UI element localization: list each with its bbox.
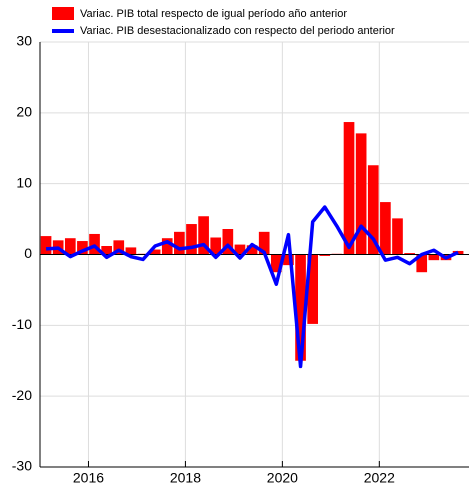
bar xyxy=(113,240,125,255)
bar xyxy=(355,133,367,255)
bar xyxy=(101,246,112,255)
bar xyxy=(246,245,258,255)
y-tick-label: -30 xyxy=(12,458,32,474)
bar xyxy=(295,254,306,361)
bar xyxy=(198,216,209,255)
bar xyxy=(64,238,76,255)
legend-swatch-bar xyxy=(52,7,74,20)
x-tick-label: 2018 xyxy=(170,470,201,486)
bar xyxy=(307,254,319,324)
bar xyxy=(186,224,197,255)
bar xyxy=(161,238,173,255)
y-tick-label: -10 xyxy=(12,316,32,332)
bar xyxy=(392,218,403,255)
bar xyxy=(258,231,270,255)
x-tick-label: 2020 xyxy=(267,470,298,486)
legend: Variac. PIB total respecto de igual perí… xyxy=(52,7,395,37)
bar xyxy=(125,247,137,255)
bar xyxy=(149,249,161,255)
legend-label: Variac. PIB total respecto de igual perí… xyxy=(80,8,347,20)
bar xyxy=(367,165,379,255)
line xyxy=(45,205,459,369)
bar xyxy=(428,254,440,261)
y-tick-label: 20 xyxy=(16,104,32,120)
bar xyxy=(234,244,246,255)
y-tick-label: -20 xyxy=(12,387,32,403)
bar xyxy=(89,233,100,255)
bar xyxy=(404,253,415,255)
y-tick-label: 0 xyxy=(24,245,32,261)
bar xyxy=(319,254,331,256)
bar xyxy=(343,122,355,255)
legend-label: Variac. PIB desestacionalizado con respe… xyxy=(80,25,395,37)
bar xyxy=(77,241,88,255)
y-tick-label: 10 xyxy=(16,174,32,190)
y-tick-label: 30 xyxy=(16,33,32,49)
x-tick-label: 2022 xyxy=(364,470,395,486)
bar xyxy=(416,254,428,273)
bar xyxy=(222,229,234,255)
bar xyxy=(174,231,185,255)
bar xyxy=(210,237,222,255)
bar xyxy=(283,254,294,266)
bar xyxy=(270,254,282,273)
bar xyxy=(40,236,52,255)
bar xyxy=(380,202,391,255)
x-tick-label: 2016 xyxy=(73,470,104,486)
